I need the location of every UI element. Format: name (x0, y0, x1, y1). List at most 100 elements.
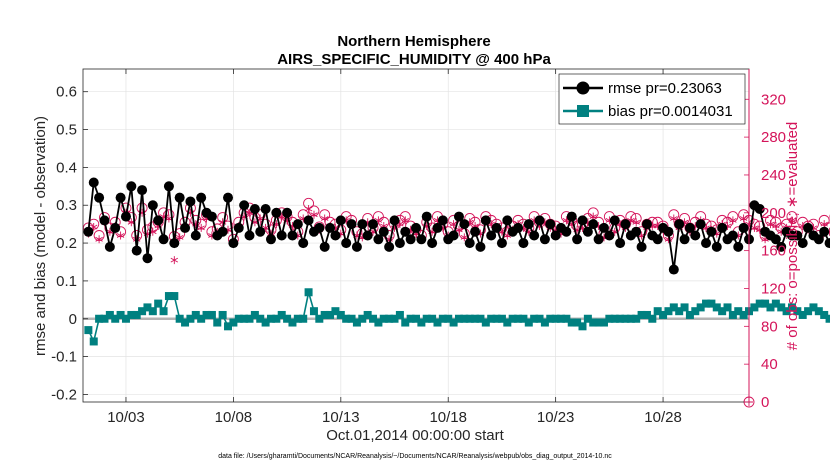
bias-point (551, 314, 560, 323)
rmse-point (196, 192, 207, 203)
rmse-point (190, 230, 201, 241)
rmse-point (733, 241, 744, 252)
bias-point (626, 314, 635, 323)
bias-point (540, 318, 549, 327)
y-left-tick-label: 0.1 (56, 273, 77, 290)
rmse-point (325, 222, 336, 233)
obs-evaluated-point (670, 214, 678, 223)
bias-point (465, 314, 474, 323)
rmse-point (803, 222, 814, 233)
bias-point (309, 307, 318, 316)
bias-point (406, 314, 415, 323)
bias-point (224, 322, 233, 331)
rmse-point (437, 215, 448, 226)
bias-point (170, 292, 179, 301)
rmse-point (104, 241, 115, 252)
rmse-point (598, 222, 609, 233)
rmse-point (287, 230, 298, 241)
rmse-point (513, 222, 524, 233)
rmse-point (529, 230, 540, 241)
bias-point (594, 318, 603, 327)
rmse-point (282, 207, 293, 218)
y-right-tick-label: 240 (761, 167, 786, 184)
rmse-point (94, 192, 105, 203)
rmse-point (265, 234, 276, 245)
bias-point (777, 303, 786, 312)
rmse-point (249, 204, 260, 215)
y-axis-right-label: # of obs: o=possible; ∗=evaluated (784, 122, 801, 351)
bias-point (728, 310, 737, 319)
y-right-tick-label: 320 (761, 91, 786, 108)
bias-point (659, 310, 668, 319)
rmse-point (695, 219, 706, 230)
rmse-point (701, 238, 712, 249)
rmse-point (335, 215, 346, 226)
rmse-point (486, 230, 497, 241)
bias-point (766, 303, 775, 312)
bias-point (197, 314, 206, 323)
obs-evaluated-point (632, 218, 640, 227)
y-left-tick-label: 0.2 (56, 235, 77, 252)
bias-point (546, 314, 555, 323)
chart-title: Northern Hemisphere (337, 33, 490, 50)
rmse-point (819, 226, 830, 237)
legend-bias-label: bias pr=0.0014031 (608, 103, 733, 120)
bias-point (363, 310, 372, 319)
bias-point (492, 314, 501, 323)
bias-point (111, 314, 120, 323)
bias-point (599, 318, 608, 327)
bias-point (132, 310, 141, 319)
rmse-point (502, 215, 513, 226)
bias-point (299, 314, 308, 323)
rmse-point (255, 226, 266, 237)
bias-point (342, 314, 351, 323)
rmse-point (690, 230, 701, 241)
bias-point (809, 303, 818, 312)
bias-point (250, 310, 259, 319)
bias-point (277, 310, 286, 319)
obs-evaluated-point (766, 220, 775, 229)
bias-point (702, 299, 711, 308)
bias-point (320, 310, 329, 319)
bias-point (718, 307, 727, 316)
rmse-point (432, 222, 443, 233)
rmse-point (239, 200, 250, 211)
rmse-point (185, 196, 196, 207)
x-tick-label: 10/18 (429, 409, 467, 426)
rmse-point (470, 226, 481, 237)
rmse-point (566, 211, 577, 222)
rmse-point (754, 204, 765, 215)
bias-point (497, 314, 506, 323)
rmse-point (706, 226, 717, 237)
bias-point (229, 318, 238, 327)
rmse-point (147, 200, 158, 211)
bias-point (487, 314, 496, 323)
y-left-tick-label: -0.2 (51, 386, 77, 403)
bias-point (379, 314, 388, 323)
bias-point (723, 303, 732, 312)
bias-point (213, 318, 222, 327)
bias-point (562, 314, 571, 323)
obs-evaluated-point (197, 223, 205, 232)
rmse-series-line (87, 182, 830, 270)
rmse-point (496, 238, 507, 249)
rmse-point (668, 264, 679, 275)
rmse-point (684, 222, 695, 233)
rmse-point (641, 219, 652, 230)
obs-evaluated-point (116, 231, 125, 240)
rmse-point (400, 226, 411, 237)
obs-evaluated-point (304, 205, 313, 213)
bias-point (535, 314, 544, 323)
rmse-point (518, 238, 529, 249)
rmse-point (652, 234, 663, 245)
rmse-point (545, 219, 556, 230)
rmse-point (405, 234, 416, 245)
rmse-point (738, 222, 749, 233)
rmse-point (163, 181, 174, 192)
bias-point (245, 314, 254, 323)
bias-point (326, 310, 335, 319)
bias-point (449, 318, 458, 327)
rmse-point (588, 219, 599, 230)
rmse-point (534, 215, 545, 226)
obs-evaluated-point (95, 235, 103, 244)
